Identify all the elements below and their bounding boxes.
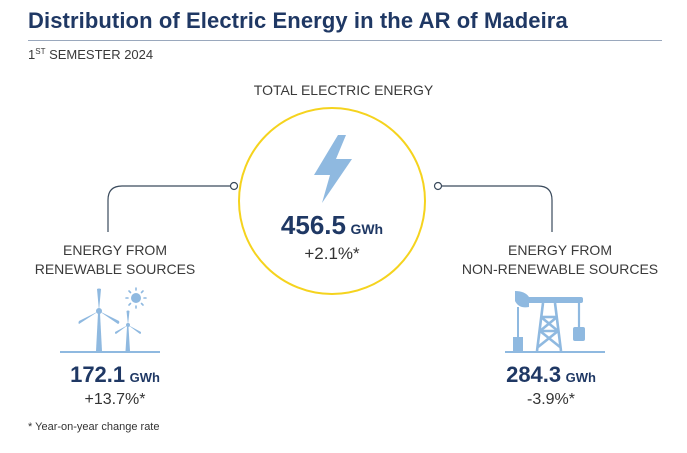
total-value-number: 456.5 — [280, 210, 346, 240]
period-text: SEMESTER 2024 — [45, 47, 154, 62]
total-energy-value: 456.5 GWh — [238, 210, 426, 241]
wind-turbine-sun-icon — [60, 287, 160, 353]
period-number: 1 — [28, 47, 36, 62]
period-ordinal: ST — [35, 47, 46, 56]
non-renewable-value: 284.3 GWh — [466, 362, 636, 388]
renewable-change: +13.7%* — [84, 391, 146, 408]
renewable-value-number: 172.1 — [70, 362, 126, 387]
right-connector — [440, 185, 553, 232]
total-energy-change: +2.1%* — [304, 244, 360, 263]
right-connector-node — [433, 181, 443, 191]
total-energy-label: TOTAL ELECTRIC ENERGY — [253, 82, 434, 98]
left-connector — [107, 185, 232, 232]
non-renewable-change: -3.9%* — [526, 391, 576, 408]
non-renewable-label: ENERGY FROM NON-RENEWABLE SOURCES — [440, 241, 680, 279]
period-label: 1ST SEMESTER 2024 — [28, 47, 153, 62]
page-title: Distribution of Electric Energy in the A… — [28, 8, 568, 33]
non-renewable-value-number: 284.3 — [506, 362, 562, 387]
non-renewable-label-line2: NON-RENEWABLE SOURCES — [461, 261, 659, 277]
renewable-label-line1: ENERGY FROM — [63, 242, 167, 258]
renewable-label: ENERGY FROM RENEWABLE SOURCES — [10, 241, 220, 279]
non-renewable-value-unit: GWh — [565, 370, 596, 385]
footnote: * Year-on-year change rate — [28, 421, 160, 433]
total-value-unit: GWh — [350, 221, 384, 237]
renewable-value: 172.1 GWh — [30, 362, 200, 388]
total-energy-circle — [238, 107, 426, 295]
oil-pump-icon — [505, 291, 605, 353]
renewable-value-unit: GWh — [129, 370, 160, 385]
non-renewable-label-line1: ENERGY FROM — [508, 242, 612, 258]
title-divider — [28, 40, 662, 41]
lightning-bolt-icon — [314, 135, 352, 203]
renewable-label-line2: RENEWABLE SOURCES — [34, 261, 196, 277]
left-connector-node — [229, 181, 239, 191]
